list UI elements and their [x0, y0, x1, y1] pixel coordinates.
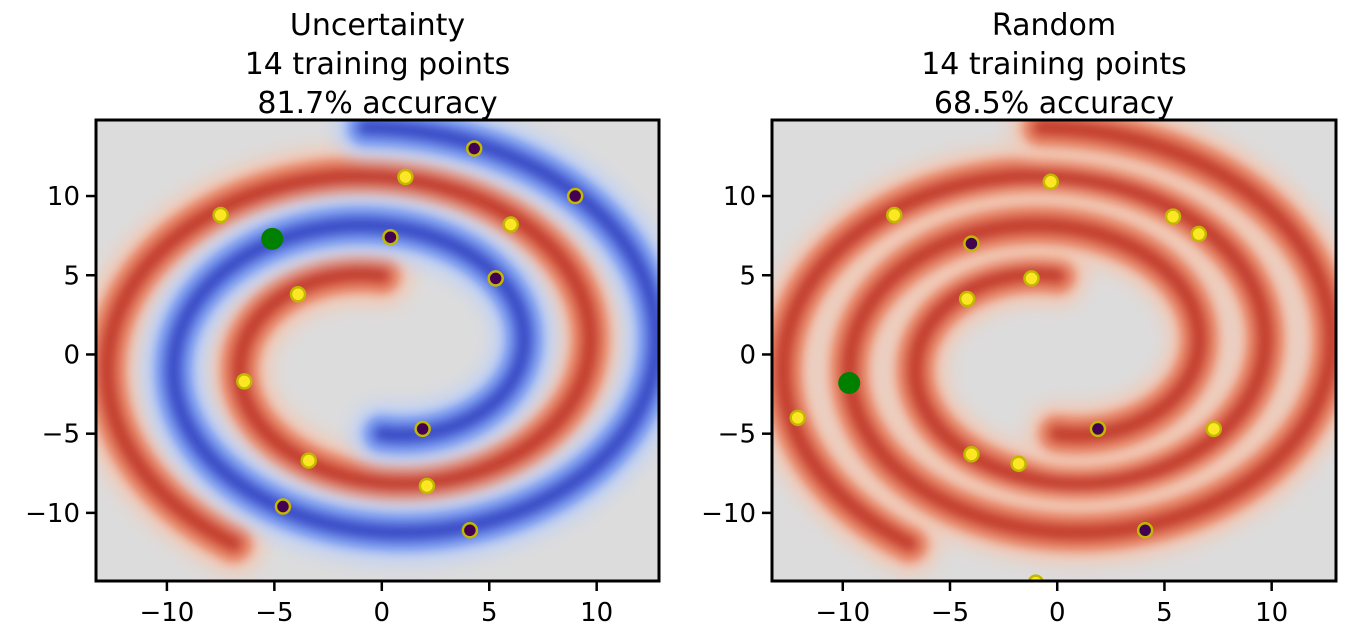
- probability-band: [99, 168, 599, 552]
- y-tick-label: −5: [718, 420, 756, 450]
- training-point: [465, 140, 483, 157]
- x-tick-label: 5: [481, 598, 498, 628]
- x-tick-label: −10: [815, 598, 870, 628]
- probability-band: [165, 120, 659, 541]
- y-tick-label: 5: [739, 261, 756, 291]
- chart-title: 81.7% accuracy: [257, 86, 497, 121]
- training-point: [1164, 208, 1182, 225]
- training-point: [789, 409, 806, 427]
- x-tick-label: −10: [139, 598, 194, 628]
- training-point: [212, 206, 229, 224]
- training-point: [1205, 420, 1223, 438]
- y-tick-label: 0: [739, 340, 756, 370]
- x-tick-label: 10: [1255, 598, 1288, 628]
- training-point: [566, 187, 584, 205]
- training-point: [461, 522, 479, 539]
- training-point: [1023, 270, 1040, 287]
- training-point: [1010, 455, 1027, 473]
- x-tick-label: 10: [580, 598, 613, 628]
- query-point: [838, 371, 861, 394]
- panel: −10 −5 0 5 10 −10 −5 0 5 10 Random 14 training poin…: [701, 8, 1338, 628]
- training-point: [418, 477, 436, 495]
- markers: [212, 140, 584, 539]
- x-tick-label: −5: [255, 598, 293, 628]
- y-tick-label: −10: [25, 499, 80, 529]
- markers: [789, 173, 1223, 581]
- training-point: [963, 235, 980, 252]
- chart-title: 68.5% accuracy: [934, 86, 1174, 121]
- training-point: [236, 373, 253, 390]
- x-tick-label: 0: [374, 598, 391, 628]
- training-point: [487, 270, 504, 287]
- training-point: [1042, 173, 1060, 191]
- training-point: [885, 206, 903, 224]
- training-point: [1136, 522, 1154, 539]
- y-tick-label: 10: [723, 182, 756, 212]
- training-point: [1089, 420, 1107, 438]
- chart-title: 14 training points: [245, 47, 511, 82]
- training-point: [1190, 225, 1208, 243]
- training-point: [397, 168, 414, 186]
- plot-frame: [94, 118, 661, 583]
- training-point: [958, 290, 976, 308]
- training-point: [382, 228, 399, 246]
- chart-title: Random: [992, 8, 1116, 43]
- training-point: [502, 216, 519, 233]
- probability-band: [841, 120, 1336, 541]
- training-point: [963, 446, 980, 463]
- training-point: [289, 286, 307, 303]
- y-tick-label: 5: [63, 261, 80, 291]
- panel: −10 −5 0 5 10 −10 −5 0 5 10 Uncertainty 14 training…: [25, 8, 661, 628]
- plot-frame: [770, 118, 1338, 583]
- chart-title: Uncertainty: [290, 8, 465, 43]
- training-point: [414, 420, 431, 438]
- x-tick-label: 0: [1049, 598, 1066, 628]
- y-tick-label: 10: [47, 182, 80, 212]
- training-point: [1027, 574, 1044, 581]
- probability-field: [96, 120, 659, 575]
- y-tick-label: −5: [42, 420, 80, 450]
- training-point: [274, 498, 292, 515]
- training-point: [300, 452, 317, 469]
- probability-band: [775, 168, 1274, 552]
- query-point: [261, 227, 284, 250]
- x-tick-label: −5: [931, 598, 969, 628]
- probability-field: [772, 120, 1336, 575]
- chart-title: 14 training points: [921, 47, 1187, 82]
- y-tick-label: 0: [63, 340, 80, 370]
- x-tick-label: 5: [1156, 598, 1173, 628]
- y-tick-label: −10: [701, 499, 756, 529]
